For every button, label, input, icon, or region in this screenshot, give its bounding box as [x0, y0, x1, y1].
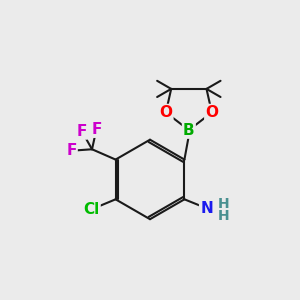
Text: O: O — [205, 105, 218, 120]
Text: N: N — [200, 201, 213, 216]
Text: F: F — [76, 124, 87, 139]
Text: F: F — [91, 122, 102, 137]
Text: O: O — [159, 105, 172, 120]
Text: B: B — [183, 123, 195, 138]
Text: Cl: Cl — [83, 202, 100, 217]
Text: H: H — [218, 209, 229, 224]
Text: H: H — [218, 197, 229, 211]
Text: F: F — [66, 143, 76, 158]
